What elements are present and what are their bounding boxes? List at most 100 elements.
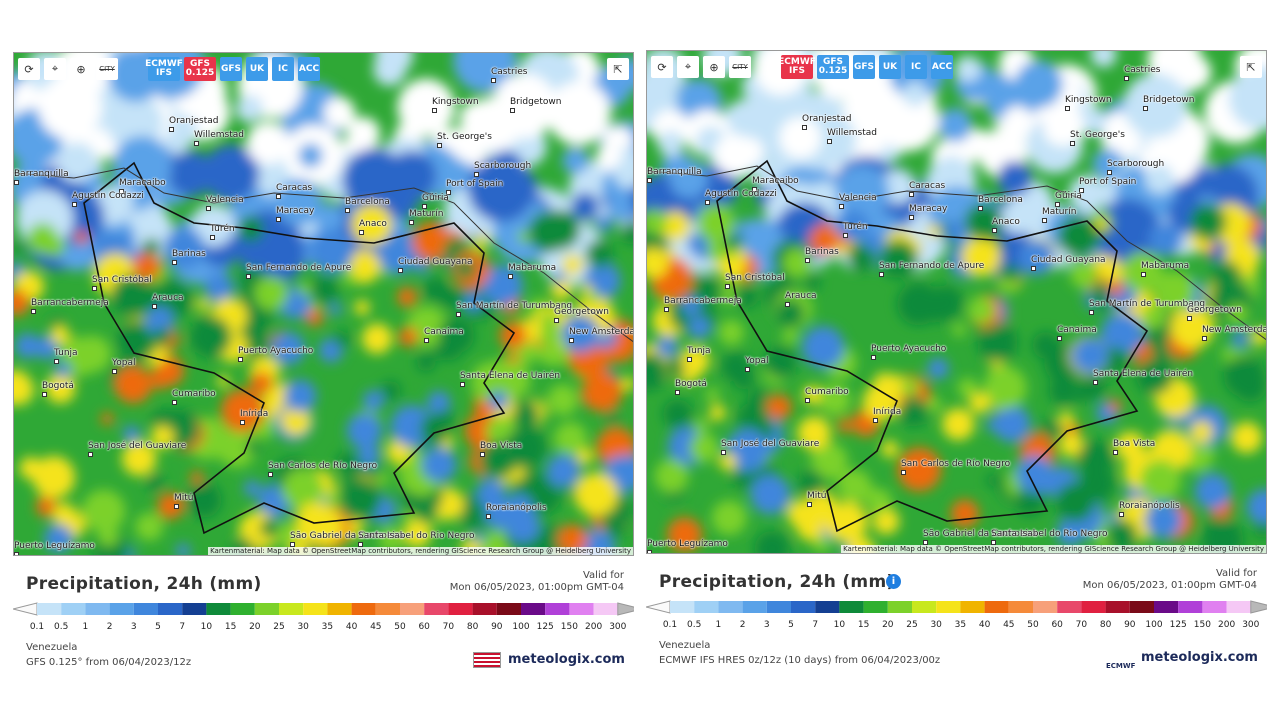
blob — [999, 113, 1032, 146]
scale-label: 300 — [609, 622, 627, 632]
blob — [1144, 501, 1183, 539]
place-dot — [705, 200, 710, 205]
share-button[interactable]: ⇱ — [1240, 56, 1262, 78]
blob — [142, 238, 161, 256]
place-label: Santa Isabel do Rio Negro — [358, 531, 475, 541]
scale-box — [766, 601, 791, 613]
blob — [776, 299, 805, 328]
blob — [986, 474, 999, 487]
place-dot — [54, 359, 59, 364]
blob — [1041, 104, 1084, 147]
model-button[interactable]: ECMWF IFS — [145, 57, 183, 81]
place-label: Maturín — [1042, 207, 1077, 217]
place-dot — [1113, 450, 1118, 455]
blob — [969, 392, 991, 414]
blob — [54, 361, 71, 378]
place-label: Barrancabermeja — [31, 298, 109, 308]
blob — [1055, 482, 1095, 522]
model-button[interactable]: ACC — [931, 55, 953, 79]
blob — [952, 323, 966, 337]
blob — [660, 211, 691, 241]
scale-box — [158, 603, 183, 615]
model-button[interactable]: IC — [905, 55, 927, 79]
place-label: Tunja — [687, 346, 711, 356]
scale-label: 200 — [585, 622, 603, 632]
place-label: Scarborough — [474, 161, 532, 171]
blob — [554, 422, 588, 455]
scale-label: 40 — [978, 620, 991, 630]
tool-icon[interactable]: ⊕ — [703, 56, 725, 78]
place-label: Maracaibo — [752, 176, 799, 186]
scale-box — [742, 601, 767, 613]
place-label: Puerto Ayacucho — [871, 344, 947, 354]
model-button[interactable]: ECMWF IFS — [778, 55, 816, 79]
city-toggle[interactable]: CITY — [96, 58, 118, 80]
tool-icon[interactable]: ⌖ — [677, 56, 699, 78]
model-button[interactable]: GFS — [853, 55, 875, 79]
place-dot — [486, 514, 491, 519]
tool-icon[interactable]: ⟳ — [651, 56, 673, 78]
place-dot — [14, 180, 19, 185]
blob — [1189, 203, 1227, 241]
blob — [733, 368, 755, 390]
place-dot — [647, 550, 652, 553]
tool-icon[interactable]: ⟳ — [18, 58, 40, 80]
blob — [123, 425, 140, 443]
model-button[interactable]: UK — [879, 55, 901, 79]
blob — [1154, 270, 1196, 312]
blob — [927, 397, 942, 413]
place-label: Port of Spain — [446, 179, 504, 189]
place-label: St. George's — [437, 132, 492, 142]
tool-icon[interactable]: ⊕ — [70, 58, 92, 80]
coast — [14, 167, 633, 343]
blob — [647, 352, 668, 391]
blob — [1015, 455, 1054, 493]
scale-box — [448, 603, 473, 615]
blob — [796, 514, 824, 541]
model-button[interactable]: GFS 0.125 — [184, 57, 216, 81]
scale-label: 300 — [1242, 620, 1260, 630]
blob — [1094, 198, 1161, 266]
place-dot — [807, 502, 812, 507]
blob — [937, 108, 973, 143]
info-icon[interactable]: i — [886, 574, 901, 589]
blob — [1144, 164, 1175, 194]
blob — [718, 319, 745, 346]
place-label: San Cristóbal — [92, 275, 152, 285]
scale-box — [182, 603, 207, 615]
blob — [150, 368, 171, 390]
scale-box — [545, 603, 570, 615]
city-toggle[interactable]: CITY — [729, 56, 751, 78]
blob — [1000, 278, 1015, 294]
blob — [764, 346, 797, 379]
place-dot — [901, 470, 906, 475]
blob — [439, 286, 462, 309]
blob — [798, 469, 825, 496]
place-label: Oranjestad — [169, 116, 219, 126]
place-label: Santa Isabel do Rio Negro — [991, 529, 1108, 539]
coast — [647, 165, 1266, 341]
model-button[interactable]: ACC — [298, 57, 320, 81]
blob — [613, 158, 633, 189]
flag — [473, 652, 501, 668]
place-label: Barcelona — [978, 195, 1023, 205]
model-button[interactable]: GFS — [220, 57, 242, 81]
blob — [363, 390, 384, 411]
share-button[interactable]: ⇱ — [607, 58, 629, 80]
brand-logo: meteologix.com — [1141, 650, 1258, 665]
blob — [375, 232, 418, 275]
place-dot — [802, 125, 807, 130]
model-button[interactable]: UK — [246, 57, 268, 81]
blob — [1090, 51, 1117, 68]
scale-box — [791, 601, 816, 613]
model-button[interactable]: GFS 0.125 — [817, 55, 849, 79]
scale-box — [1057, 601, 1082, 613]
scale-label: 2 — [739, 620, 746, 630]
blob — [175, 543, 191, 555]
tool-icon[interactable]: ⌖ — [44, 58, 66, 80]
blob — [897, 447, 942, 492]
blob — [397, 78, 455, 137]
model-button[interactable]: IC — [272, 57, 294, 81]
place-label: San Carlos de Río Negro — [901, 459, 1011, 469]
place-label: Scarborough — [1107, 159, 1165, 169]
